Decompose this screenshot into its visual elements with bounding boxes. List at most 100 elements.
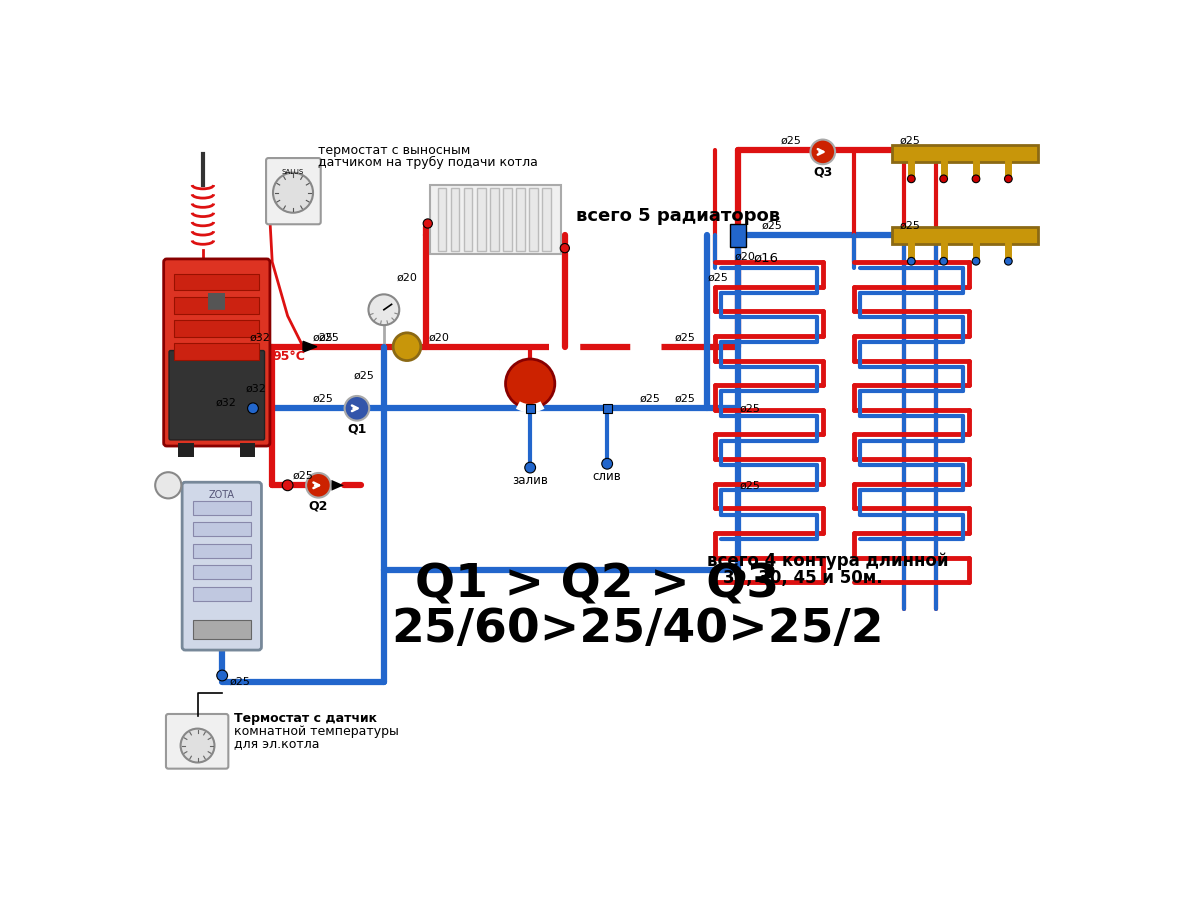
Text: всего 4 контура длинной: всего 4 контура длинной bbox=[707, 552, 948, 570]
Text: Термостат с датчик: Термостат с датчик bbox=[234, 712, 376, 725]
Text: слив: слив bbox=[592, 470, 621, 483]
Text: ø25: ø25 bbox=[639, 394, 661, 404]
Bar bbox=[174, 320, 259, 337]
Bar bbox=[451, 188, 459, 251]
Circle shape bbox=[972, 175, 980, 183]
Text: SALUS: SALUS bbox=[282, 169, 305, 175]
Bar bbox=[193, 500, 251, 515]
Text: Q1: Q1 bbox=[348, 422, 367, 436]
Bar bbox=[193, 522, 251, 536]
Circle shape bbox=[393, 333, 421, 361]
Text: ø25: ø25 bbox=[707, 273, 729, 283]
Text: ø25: ø25 bbox=[740, 403, 760, 413]
Circle shape bbox=[1005, 257, 1012, 266]
FancyBboxPatch shape bbox=[182, 482, 261, 650]
Text: датчиком на трубу подачи котла: датчиком на трубу подачи котла bbox=[319, 156, 538, 169]
Text: ø20: ø20 bbox=[428, 332, 450, 343]
Text: 95°C: 95°C bbox=[272, 350, 305, 364]
Circle shape bbox=[217, 670, 228, 681]
Bar bbox=[490, 188, 499, 251]
Text: залив: залив bbox=[512, 473, 548, 487]
Text: ø25: ø25 bbox=[761, 220, 782, 230]
Text: ø25: ø25 bbox=[899, 220, 921, 230]
Circle shape bbox=[282, 480, 293, 491]
Circle shape bbox=[908, 257, 915, 266]
Bar bbox=[464, 188, 472, 251]
Circle shape bbox=[506, 359, 555, 409]
Text: ø20: ø20 bbox=[396, 273, 417, 283]
Circle shape bbox=[1005, 175, 1012, 183]
Text: ø20: ø20 bbox=[734, 252, 755, 262]
Bar bbox=[603, 404, 611, 413]
Text: ZOTA: ZOTA bbox=[209, 490, 234, 500]
Bar bbox=[892, 145, 1038, 162]
Circle shape bbox=[811, 140, 835, 164]
Text: ■: ■ bbox=[206, 291, 228, 310]
Circle shape bbox=[940, 257, 947, 266]
Text: ø25: ø25 bbox=[740, 481, 760, 491]
Bar bbox=[477, 188, 486, 251]
Bar bbox=[525, 404, 535, 413]
Bar bbox=[174, 274, 259, 291]
Bar bbox=[504, 188, 512, 251]
Circle shape bbox=[940, 175, 947, 183]
Bar bbox=[193, 620, 251, 639]
FancyBboxPatch shape bbox=[169, 350, 265, 440]
Text: для эл.котла: для эл.котла bbox=[234, 737, 319, 751]
Circle shape bbox=[181, 729, 215, 762]
Circle shape bbox=[972, 257, 980, 266]
Bar bbox=[892, 228, 1038, 244]
Text: ø32: ø32 bbox=[249, 332, 271, 343]
Bar bbox=[174, 297, 259, 313]
Polygon shape bbox=[730, 223, 746, 247]
FancyBboxPatch shape bbox=[266, 158, 321, 224]
Text: Q2: Q2 bbox=[308, 500, 329, 512]
Text: 25/60>25/40>25/2: 25/60>25/40>25/2 bbox=[392, 607, 884, 652]
Circle shape bbox=[273, 173, 313, 212]
Text: ø25: ø25 bbox=[354, 371, 374, 381]
Bar bbox=[438, 188, 446, 251]
Text: ø25: ø25 bbox=[781, 136, 801, 146]
Circle shape bbox=[368, 294, 399, 325]
Circle shape bbox=[344, 396, 369, 420]
Text: 30, 30, 45 и 50м.: 30, 30, 45 и 50м. bbox=[723, 569, 882, 587]
Text: Q1 > Q2 > Q3: Q1 > Q2 > Q3 bbox=[415, 562, 779, 608]
Text: ø25: ø25 bbox=[899, 136, 921, 146]
Text: ø25: ø25 bbox=[312, 394, 333, 404]
Text: ø25: ø25 bbox=[675, 332, 695, 343]
Circle shape bbox=[525, 463, 536, 473]
Text: Q3: Q3 bbox=[813, 166, 832, 179]
Bar bbox=[193, 565, 251, 580]
Bar bbox=[179, 443, 194, 457]
Bar bbox=[542, 188, 552, 251]
Circle shape bbox=[560, 244, 570, 253]
Bar bbox=[174, 343, 259, 360]
Text: ø25: ø25 bbox=[293, 471, 314, 482]
Bar bbox=[517, 188, 525, 251]
FancyBboxPatch shape bbox=[163, 259, 270, 446]
Circle shape bbox=[155, 472, 181, 499]
Bar bbox=[240, 443, 255, 457]
Circle shape bbox=[423, 219, 433, 228]
Text: ø25: ø25 bbox=[319, 332, 339, 343]
Text: термостат с выносным: термостат с выносным bbox=[319, 144, 471, 157]
Bar bbox=[193, 544, 251, 558]
Polygon shape bbox=[331, 480, 344, 491]
Text: ø16: ø16 bbox=[753, 252, 778, 265]
Bar bbox=[193, 587, 251, 601]
Text: комнатной температуры: комнатной температуры bbox=[234, 725, 398, 738]
Circle shape bbox=[602, 458, 613, 469]
Bar bbox=[530, 188, 538, 251]
Text: ø32: ø32 bbox=[215, 398, 236, 408]
Circle shape bbox=[247, 403, 258, 414]
FancyBboxPatch shape bbox=[165, 714, 228, 769]
Text: ø25: ø25 bbox=[230, 677, 251, 687]
Circle shape bbox=[908, 175, 915, 183]
Text: ø32: ø32 bbox=[246, 384, 267, 394]
Circle shape bbox=[306, 473, 331, 498]
Bar bbox=[430, 185, 561, 255]
Text: всего 5 радиаторов: всего 5 радиаторов bbox=[577, 207, 781, 225]
Text: ø25: ø25 bbox=[312, 332, 333, 343]
Text: ø25: ø25 bbox=[675, 394, 695, 404]
Polygon shape bbox=[303, 341, 317, 352]
